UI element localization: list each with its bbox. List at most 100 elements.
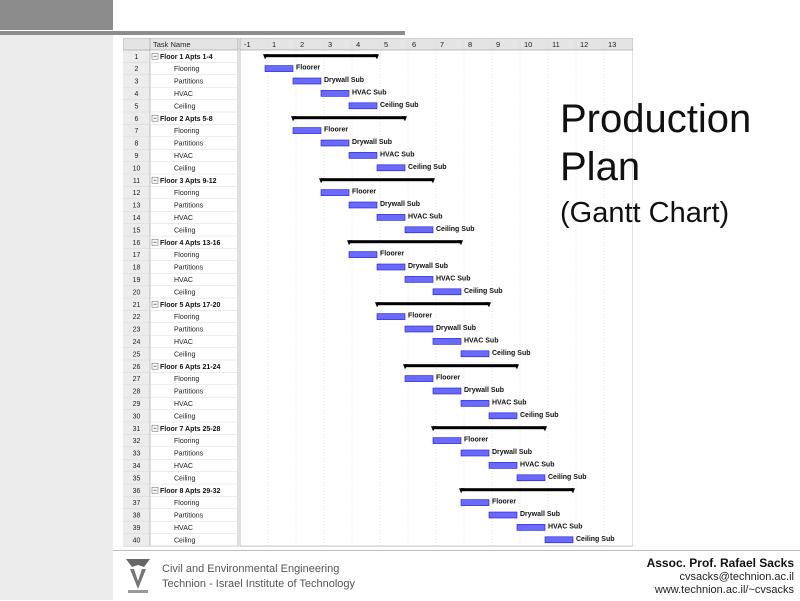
task-id: 23 bbox=[133, 327, 141, 334]
task-bar bbox=[292, 127, 322, 134]
task-bar bbox=[432, 387, 462, 395]
timescale-tick-label: 9 bbox=[496, 40, 500, 49]
timescale-tick-label: 3 bbox=[328, 40, 332, 49]
summary-bar-end-cap bbox=[374, 54, 379, 60]
subtask-name: HVAC bbox=[174, 215, 193, 222]
task-id: 3 bbox=[135, 79, 139, 86]
timescale-tick-label: 2 bbox=[300, 40, 304, 49]
task-id: 7 bbox=[135, 128, 139, 135]
summary-bar-end-cap bbox=[402, 116, 407, 122]
task-id: 11 bbox=[133, 178, 140, 185]
subtask-name: HVAC bbox=[174, 525, 193, 532]
task-bar bbox=[376, 313, 406, 320]
task-id: 16 bbox=[133, 240, 141, 247]
task-bar bbox=[348, 152, 378, 159]
resource-label: HVAC Sub bbox=[464, 337, 498, 344]
task-bar bbox=[292, 77, 322, 85]
timescale-tick-label: -1 bbox=[244, 40, 251, 49]
table-header bbox=[123, 38, 239, 51]
slide-title-block: Production Plan (Gantt Chart) bbox=[560, 95, 790, 233]
summary-bar-end-cap bbox=[570, 488, 575, 494]
floor-summary-name: Floor 7 Apts 25-28 bbox=[160, 426, 221, 433]
resource-label: Floorer bbox=[436, 375, 460, 382]
resource-label: Drywall Sub bbox=[520, 511, 560, 518]
task-bar bbox=[488, 462, 518, 469]
resource-label: Drywall Sub bbox=[464, 387, 504, 394]
task-bar bbox=[460, 400, 490, 407]
subtask-name: Ceiling bbox=[174, 537, 196, 544]
resource-label: Drywall Sub bbox=[436, 325, 476, 332]
footer-department: Civil and Environmental Engineering bbox=[162, 563, 340, 575]
resource-label: HVAC Sub bbox=[520, 461, 554, 468]
resource-label: HVAC Sub bbox=[380, 151, 414, 158]
timescale-tick-label: 1 bbox=[272, 40, 276, 49]
task-id: 33 bbox=[133, 451, 141, 458]
resource-label: Ceiling Sub bbox=[408, 164, 447, 171]
summary-bar-start-cap bbox=[375, 302, 380, 308]
resource-label: Floorer bbox=[324, 127, 348, 134]
task-id: 10 bbox=[133, 165, 141, 172]
slide-subtitle: (Gantt Chart) bbox=[560, 197, 730, 229]
resource-label: Ceiling Sub bbox=[548, 474, 587, 481]
task-bar bbox=[376, 214, 406, 221]
summary-bar bbox=[377, 302, 489, 306]
timescale-tick-label: 10 bbox=[524, 40, 532, 49]
subtask-name: HVAC bbox=[174, 401, 193, 408]
task-bar bbox=[488, 412, 518, 420]
task-id: 8 bbox=[135, 141, 139, 148]
subtask-name: Partitions bbox=[174, 389, 204, 396]
task-id: 39 bbox=[133, 525, 141, 532]
summary-bar-end-cap bbox=[430, 178, 435, 184]
task-id: 4 bbox=[135, 91, 139, 98]
task-bar bbox=[348, 201, 378, 209]
task-bar bbox=[320, 189, 350, 196]
left-gray-margin bbox=[0, 35, 113, 550]
task-id: 26 bbox=[133, 364, 141, 371]
task-id: 1 bbox=[135, 54, 139, 61]
subtask-name: HVAC bbox=[174, 153, 193, 160]
resource-label: Floorer bbox=[380, 251, 404, 258]
resource-label: Drywall Sub bbox=[492, 449, 532, 456]
task-id: 35 bbox=[133, 475, 141, 482]
task-id: 12 bbox=[133, 190, 141, 197]
task-bar bbox=[460, 499, 490, 506]
summary-bar bbox=[461, 488, 573, 492]
id-column-background bbox=[123, 38, 150, 546]
subtask-name: Partitions bbox=[174, 451, 204, 458]
floor-summary-name: Floor 3 Apts 9-12 bbox=[160, 178, 217, 185]
subtask-name: Ceiling bbox=[174, 103, 196, 110]
subtask-name: Flooring bbox=[174, 252, 199, 259]
task-id: 36 bbox=[133, 488, 141, 495]
subtask-name: Ceiling bbox=[174, 351, 196, 358]
header-gray-block bbox=[0, 0, 113, 30]
resource-label: HVAC Sub bbox=[352, 89, 386, 96]
timescale-tick-label: 6 bbox=[412, 40, 416, 49]
subtask-name: Partitions bbox=[174, 513, 204, 520]
task-id: 34 bbox=[133, 463, 141, 470]
header-rule bbox=[0, 31, 405, 35]
task-bar bbox=[404, 226, 434, 234]
summary-bar bbox=[433, 426, 545, 430]
floor-summary-name: Floor 5 Apts 17-20 bbox=[160, 302, 221, 309]
resource-label: Floorer bbox=[352, 189, 376, 196]
summary-bar-start-cap bbox=[431, 426, 436, 432]
task-bar bbox=[488, 511, 518, 519]
resource-label: Floorer bbox=[296, 65, 320, 72]
resource-label: Floorer bbox=[492, 499, 516, 506]
task-id: 28 bbox=[133, 389, 141, 396]
summary-bar-start-cap bbox=[459, 488, 464, 494]
resource-label: Drywall Sub bbox=[408, 263, 448, 270]
task-id: 32 bbox=[133, 438, 141, 445]
resource-label: Ceiling Sub bbox=[492, 350, 531, 357]
footer-website-link[interactable]: www.technion.ac.il/~cvsacks bbox=[654, 584, 794, 596]
task-id: 30 bbox=[133, 413, 141, 420]
subtask-name: HVAC bbox=[174, 277, 193, 284]
summary-bar-start-cap bbox=[403, 364, 408, 370]
footer-email-link[interactable]: cvsacks@technion.ac.il bbox=[679, 571, 795, 583]
subtask-name: Partitions bbox=[174, 79, 204, 86]
timescale-tick-label: 5 bbox=[384, 40, 388, 49]
slide-title-line-1: Production bbox=[560, 97, 752, 141]
resource-label: Drywall Sub bbox=[352, 139, 392, 146]
subtask-name: HVAC bbox=[174, 339, 193, 346]
task-id: 19 bbox=[133, 277, 141, 284]
